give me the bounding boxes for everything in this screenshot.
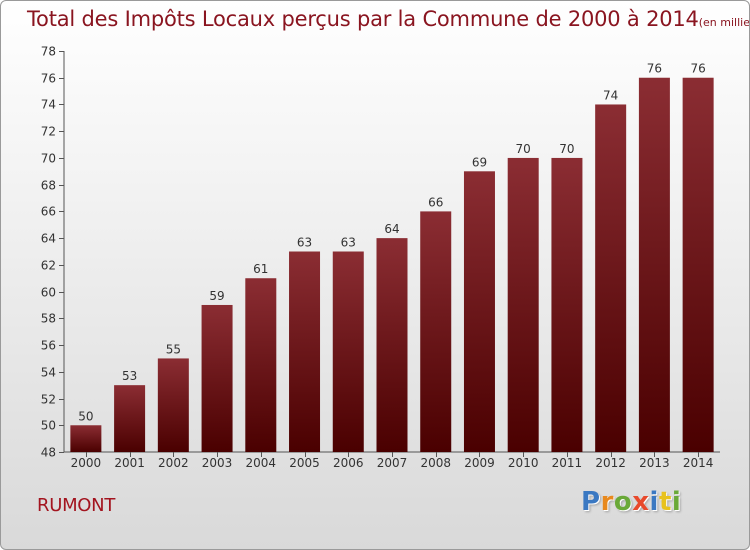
data-label: 70 — [516, 142, 531, 156]
bar — [463, 171, 495, 453]
y-tick-label: 48 — [41, 446, 56, 460]
title-unit: (en milliers d'€) — [698, 16, 750, 29]
bar — [507, 157, 539, 452]
data-label: 55 — [166, 342, 181, 356]
x-tick-label: 2002 — [158, 456, 189, 470]
logo-letter: i — [649, 487, 659, 517]
x-tick-label: 2011 — [552, 456, 583, 470]
data-label: 76 — [690, 62, 705, 76]
commune-name: RUMONT — [37, 495, 116, 516]
bar — [332, 251, 364, 452]
bar — [70, 425, 102, 452]
data-label: 63 — [297, 236, 312, 250]
bar — [201, 304, 233, 452]
data-labels: 50 53 55 59 61 63 63 64 66 69 70 70 74 76 76 — [78, 62, 706, 424]
y-tick-label: 52 — [41, 393, 56, 407]
bar — [420, 211, 452, 452]
bars — [70, 77, 714, 453]
x-tick-label: 2000 — [71, 456, 102, 470]
data-label: 61 — [253, 262, 268, 276]
y-tick-label: 62 — [41, 259, 56, 273]
bar — [551, 157, 583, 452]
x-tick-label: 2004 — [246, 456, 277, 470]
data-label: 59 — [209, 289, 224, 303]
chart-title: Total des Impôts Locaux perçus par la Co… — [27, 7, 750, 31]
bar — [114, 385, 146, 452]
x-tick-label: 2005 — [289, 456, 320, 470]
title-text: Total des Impôts Locaux perçus par la Co… — [27, 7, 699, 31]
bar — [638, 77, 670, 452]
data-label: 66 — [428, 195, 443, 209]
y-tick-label: 56 — [41, 339, 56, 353]
data-label: 74 — [603, 88, 618, 102]
x-tick-label: 2009 — [464, 456, 495, 470]
data-label: 76 — [647, 62, 662, 76]
x-tick-label: 2013 — [639, 456, 670, 470]
x-tick-label: 2007 — [377, 456, 408, 470]
y-tick-label: 54 — [41, 366, 56, 380]
logo-letter: r — [600, 487, 614, 517]
logo-letter: x — [632, 487, 650, 517]
x-tick-label: 2014 — [683, 456, 714, 470]
y-tick-label: 70 — [41, 152, 56, 166]
y-tick-label: 50 — [41, 419, 56, 433]
bar — [245, 278, 277, 452]
bar — [682, 77, 714, 452]
data-label: 53 — [122, 369, 137, 383]
y-tick-label: 78 — [41, 45, 56, 59]
logo-letter: o — [613, 487, 633, 517]
data-label: 70 — [559, 142, 574, 156]
data-label: 50 — [78, 409, 93, 423]
bar — [595, 104, 627, 452]
bar — [289, 251, 321, 452]
logo-letter: P — [581, 487, 601, 517]
y-tick-label: 64 — [41, 232, 56, 246]
logo-letter: t — [658, 487, 672, 517]
data-label: 64 — [384, 222, 399, 236]
y-tick-label: 60 — [41, 286, 56, 300]
logo-letter: i — [671, 487, 682, 517]
proxiti-logo: Proxiti — [581, 487, 681, 517]
data-label: 69 — [472, 155, 487, 169]
y-tick-label: 74 — [41, 98, 56, 112]
x-tick-label: 2012 — [595, 456, 626, 470]
x-tick-label: 2003 — [202, 456, 233, 470]
data-label: 63 — [341, 236, 356, 250]
x-tick-label: 2006 — [333, 456, 364, 470]
y-tick-label: 58 — [41, 312, 56, 326]
y-tick-label: 72 — [41, 125, 56, 139]
axes: 48 50 52 54 56 58 60 62 64 66 68 70 72 74 76 78 2000 2001… — [41, 45, 720, 470]
bar — [157, 358, 189, 452]
y-tick-label: 66 — [41, 205, 56, 219]
x-tick-label: 2001 — [114, 456, 145, 470]
x-tick-label: 2010 — [508, 456, 539, 470]
bar — [376, 238, 408, 452]
x-tick-label: 2008 — [420, 456, 451, 470]
y-tick-label: 68 — [41, 179, 56, 193]
y-tick-label: 76 — [41, 72, 56, 86]
